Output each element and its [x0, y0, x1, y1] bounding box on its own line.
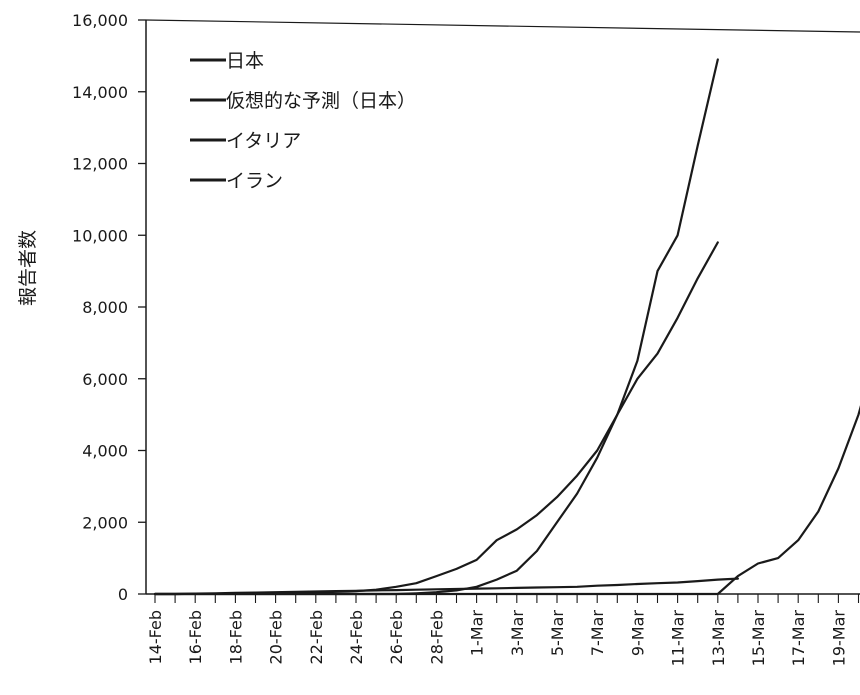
x-tick-label: 13-Mar: [709, 610, 728, 667]
plot-top-border: [145, 19, 860, 33]
x-tick-label: 17-Mar: [789, 610, 808, 667]
x-tick-label: 28-Feb: [427, 610, 446, 664]
x-tick-label: 24-Feb: [347, 610, 366, 664]
x-axis-ticks: 14-Feb 16-Feb 18-Feb 20-Feb 22-Feb 24-Feb 26-F…: [146, 594, 860, 666]
plot-area: [146, 20, 860, 592]
y-tick-label: 2,000: [82, 513, 128, 532]
y-tick-label: 12,000: [72, 155, 128, 174]
x-tick-label: 9-Mar: [628, 610, 647, 657]
x-tick-label: 11-Mar: [669, 610, 688, 667]
y-tick-label: 8,000: [82, 298, 128, 317]
y-axis-label: 報告者数: [17, 230, 39, 306]
legend-label: イラン: [226, 170, 283, 192]
x-tick-label: 5-Mar: [548, 610, 567, 657]
y-tick-label: 4,000: [82, 442, 128, 461]
x-tick-label: 1-Mar: [468, 610, 487, 657]
y-tick-label: 6,000: [82, 370, 128, 389]
y-tick-label: 0: [118, 585, 128, 604]
y-tick-label: 16,000: [72, 11, 128, 30]
x-tick-label: 26-Feb: [387, 610, 406, 664]
x-tick-label: 14-Feb: [146, 610, 165, 664]
y-tick-label: 10,000: [72, 226, 128, 245]
x-tick-label: 22-Feb: [307, 610, 326, 664]
x-tick-label: 16-Feb: [186, 610, 205, 664]
y-axis-ticks: 0 2,000 4,000 6,000 8,000 10,000 12,000 14,000 1…: [72, 11, 146, 604]
legend-label: 日本: [226, 50, 264, 72]
x-tick-label: 20-Feb: [267, 610, 286, 664]
legend-label: 仮想的な予測（日本）: [226, 90, 416, 112]
y-tick-label: 14,000: [72, 83, 128, 102]
x-tick-label: 19-Mar: [829, 610, 848, 667]
legend-label: イタリア: [226, 130, 301, 152]
x-tick-label: 7-Mar: [588, 610, 607, 657]
x-tick-label: 3-Mar: [508, 610, 527, 657]
x-tick-label: 18-Feb: [226, 610, 245, 664]
x-tick-label: 15-Mar: [749, 610, 768, 667]
